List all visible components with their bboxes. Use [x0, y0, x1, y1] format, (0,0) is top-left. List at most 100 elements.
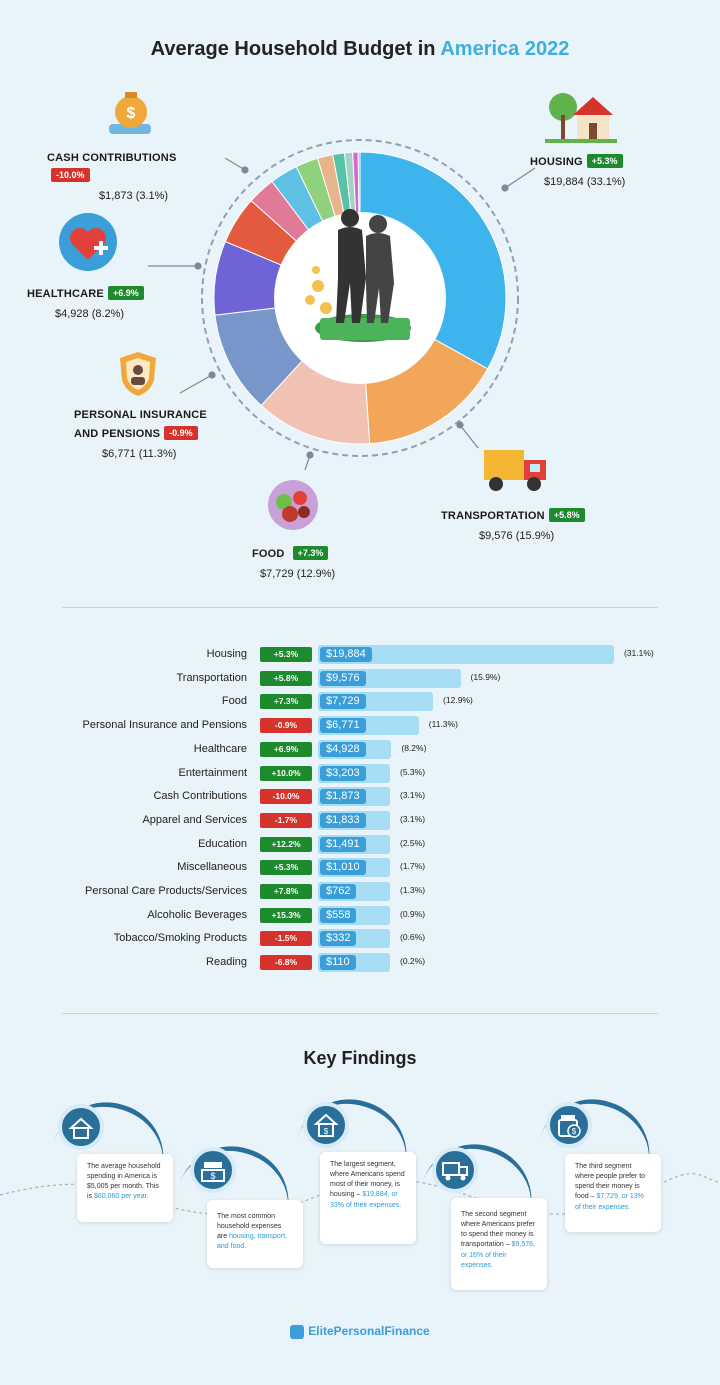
finding-2-text: The most common household expenses are	[217, 1213, 282, 1241]
bar-value-label: $332	[320, 931, 357, 947]
house-icon	[545, 93, 617, 143]
callout-housing: HOUSING +5.3% $19,884 (33.1%)	[530, 152, 625, 188]
bar-value-label: $110	[320, 955, 356, 971]
bar-change-badge: +7.3%	[260, 694, 312, 710]
bar-change-badge: -1.7%	[260, 812, 312, 828]
healthcare-label: HEALTHCARE	[27, 288, 104, 300]
shield-insurance-icon	[120, 352, 156, 396]
finding-5-text: The third segment where people prefer to…	[575, 1163, 646, 1201]
housing-value: $19,884 (33.1%)	[544, 176, 626, 188]
title-main: Average Household Budget in	[150, 38, 441, 60]
finding-card-5: The third segment where people prefer to…	[565, 1154, 661, 1232]
bar-value-label: $9,576	[320, 670, 366, 686]
healthcare-value: $4,928 (8.2%)	[55, 308, 125, 320]
personal-insurance-value: $6,771 (11.3%)	[102, 448, 177, 460]
bar-row-apparel-and-services: Apparel and Services -1.7% $1,833 (3.1%)	[0, 810, 720, 832]
bar-category-label: Healthcare	[193, 742, 247, 755]
bar-share-label: (2.5%)	[400, 837, 426, 848]
brand-logo-icon	[290, 1324, 305, 1339]
callout-personal-insurance: PERSONAL INSURANCE AND PENSIONS -0.9% $6,…	[74, 409, 207, 460]
bar-value-label: $6,771	[320, 718, 366, 734]
housing-label: HOUSING	[530, 156, 583, 168]
transportation-value: $9,576 (15.9%)	[479, 530, 555, 542]
bar-value-label: $3,203	[320, 765, 366, 781]
svg-text:$: $	[127, 105, 136, 122]
heart-health-icon	[59, 213, 117, 271]
bar-category-label: Housing	[206, 648, 247, 660]
finding-card-2: The most common household expenses are h…	[207, 1200, 303, 1268]
bar-row-personal-insurance-and-pensions: Personal Insurance and Pensions -0.9% $6,7…	[0, 715, 720, 737]
finding-badge-3: $	[303, 1102, 349, 1148]
finding-badge-1	[58, 1104, 104, 1150]
home-icon	[68, 1117, 94, 1139]
finding-3-text: The largest segment, where Americans spe…	[330, 1161, 405, 1199]
section-divider-2	[62, 1013, 658, 1014]
section-divider	[62, 607, 658, 608]
bar-change-badge: +15.3%	[260, 907, 312, 923]
donut-outer-ring	[201, 139, 519, 457]
finding-badge-5: $	[546, 1102, 592, 1148]
bar-share-label: (31.1%)	[624, 648, 654, 658]
cash-contributions-label: CASH CONTRIBUTIONS	[47, 152, 177, 164]
truck-icon	[484, 450, 546, 491]
cash-contributions-change-badge: -10.0%	[51, 167, 90, 182]
couple-silhouette-icon	[305, 209, 411, 342]
finding-card-3: The largest segment, where Americans spe…	[320, 1152, 416, 1244]
bar-category-label: Food	[221, 695, 247, 708]
bar-share-label: (15.9%)	[470, 671, 501, 682]
bar-share-label: (3.1%)	[400, 790, 426, 801]
bar-change-badge: +5.3%	[260, 647, 312, 662]
title-highlight: America 2022	[440, 38, 570, 60]
bar-value-label: $1,833	[320, 812, 366, 828]
finding-4-emphasis: $9,576, or 16% of their expenses.	[461, 1241, 535, 1269]
finding-card-1: The average household spending in Americ…	[77, 1154, 173, 1222]
bar-category-label: Cash Contributions	[153, 790, 247, 803]
finding-badge-2: $	[190, 1147, 236, 1193]
bar-category-label: Tobacco/Smoking Products	[113, 932, 247, 945]
bar-row-food: Food +7.3% $7,729 (12.9%)	[0, 691, 720, 713]
footer-brand: ElitePersonalFinance	[0, 1324, 720, 1339]
grocery-basket-icon	[268, 480, 318, 530]
bar-value-label: $762	[320, 884, 357, 899]
bar-category-label: Reading	[206, 956, 247, 969]
bar-row-tobacco-smoking-products: Tobacco/Smoking Products -1.5% $332 (0.6%)	[0, 928, 720, 950]
bar-change-badge: +5.8%	[260, 670, 312, 686]
svg-text:$: $	[324, 1127, 329, 1136]
bar-row-transportation: Transportation +5.8% $9,576 (15.9%)	[0, 668, 720, 690]
personal-insurance-label-line2: AND PENSIONS	[74, 428, 161, 440]
bar-category-label: Personal Care Products/Services	[84, 885, 247, 897]
finding-1-emphasis: $60,060 per year.	[94, 1193, 149, 1201]
bar-value-label: $1,491	[320, 836, 366, 852]
bar-share-label: (11.3%)	[428, 719, 458, 730]
bar-share-label: (8.2%)	[401, 742, 427, 753]
callout-transportation: TRANSPORTATION +5.8% $9,576 (15.9%)	[441, 506, 585, 542]
bar-row-housing: Housing +5.3% $19,884 (31.1%)	[0, 644, 720, 666]
bar-category-label: Entertainment	[178, 766, 247, 779]
bar-row-cash-contributions: Cash Contributions -10.0% $1,873 (3.1%)	[0, 786, 720, 808]
bar-category-label: Alcoholic Beverages	[147, 908, 247, 921]
bar-housing	[318, 645, 614, 664]
bar-share-label: (5.3%)	[400, 766, 426, 777]
bar-value-label: $4,928	[320, 741, 366, 757]
food-change-badge: +7.3%	[292, 545, 329, 560]
bar-change-badge: +6.9%	[260, 741, 312, 757]
bar-change-badge: +12.2%	[260, 836, 312, 852]
delivery-truck-icon	[442, 1162, 468, 1181]
bar-share-label: (12.9%)	[443, 695, 473, 706]
bar-category-label: Apparel and Services	[142, 813, 247, 826]
bar-category-label: Miscellaneous	[177, 861, 247, 874]
money-bag-icon: $	[109, 92, 151, 134]
healthcare-change-badge: +6.9%	[107, 285, 144, 300]
bar-row-reading: Reading -6.8% $110 (0.2%)	[0, 952, 720, 974]
finding-1-text: The average household spending in Americ…	[87, 1163, 161, 1201]
finding-2-emphasis: housing, transport, and food.	[217, 1233, 288, 1251]
cash-register-icon: $	[201, 1162, 225, 1182]
food-container-dollar-icon: $	[558, 1115, 581, 1138]
housing-change-badge: +5.3%	[586, 153, 623, 168]
finding-card-4: The second segment where Americans prefe…	[451, 1198, 547, 1290]
transportation-label: TRANSPORTATION	[441, 510, 545, 522]
food-value: $7,729 (12.9%)	[260, 568, 336, 580]
bar-share-label: (3.1%)	[400, 813, 426, 824]
finding-badge-4	[432, 1147, 478, 1193]
bar-category-label: Personal Insurance and Pensions	[82, 719, 248, 732]
